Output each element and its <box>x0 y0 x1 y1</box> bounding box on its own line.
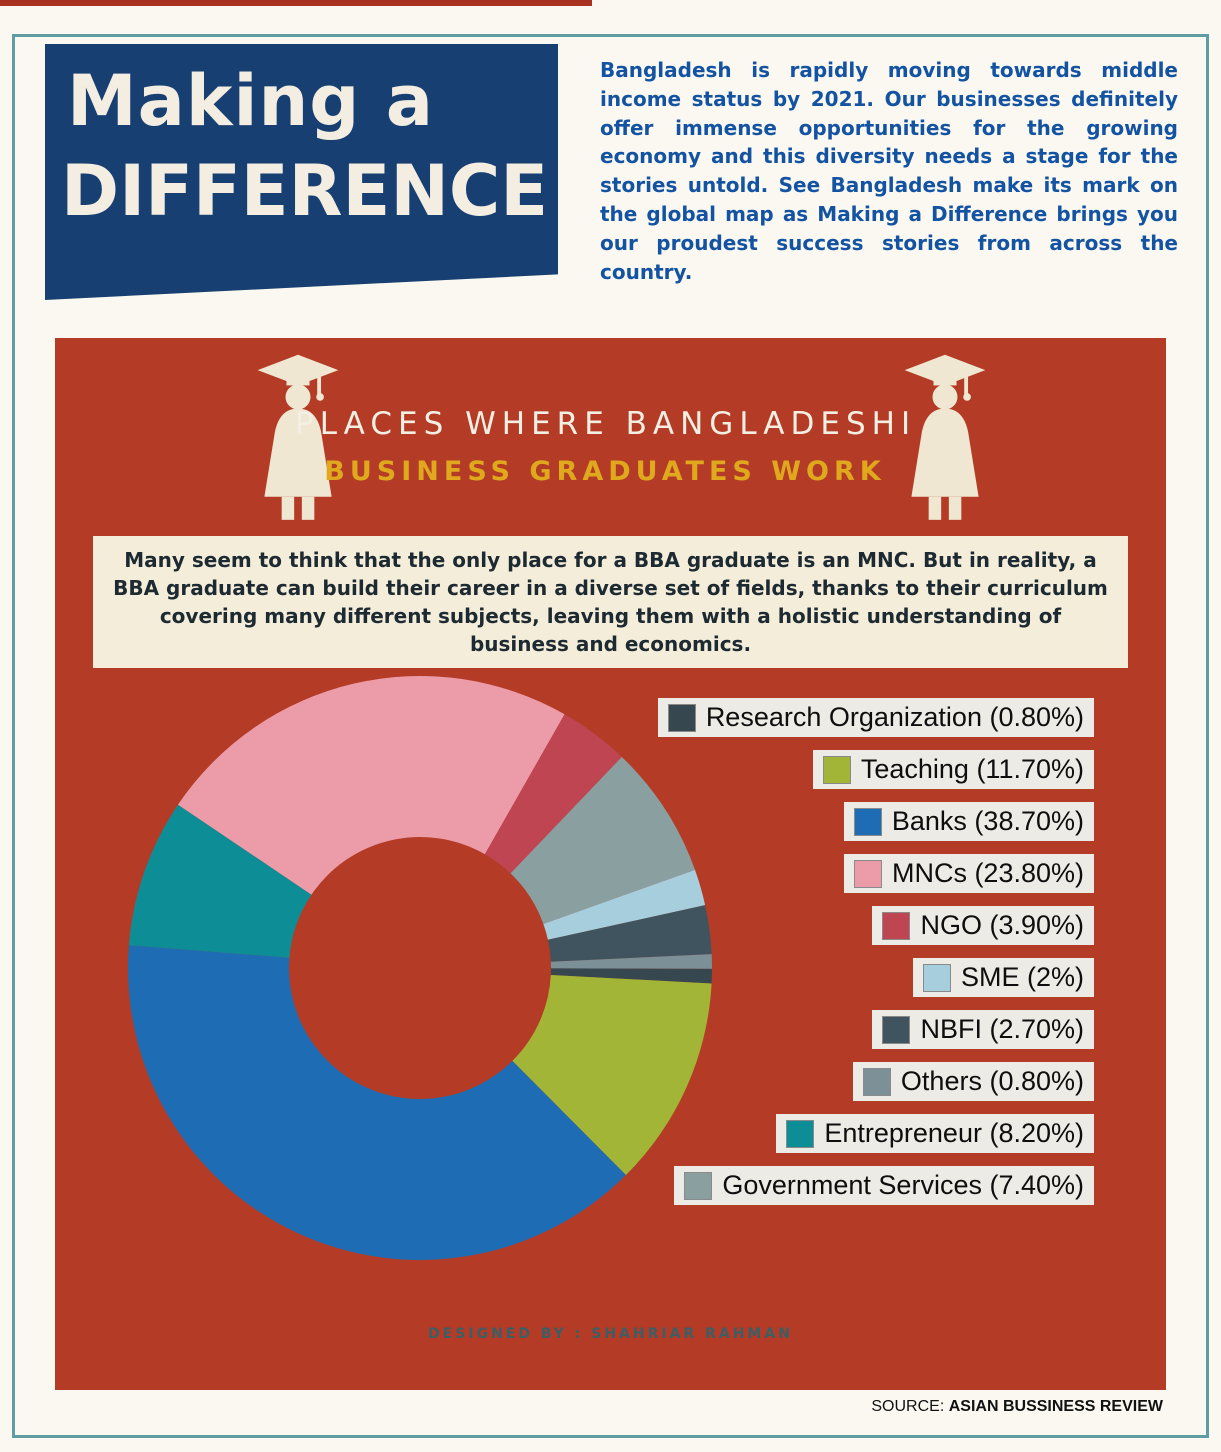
legend-swatch-ngo <box>882 911 911 940</box>
infographic-heading-line-2: BUSINESS GRADUATES WORK <box>324 456 886 487</box>
legend-label-research-organization: Research Organization (0.80%) <box>705 702 1084 732</box>
donut-slice-entrepreneur <box>128 804 312 958</box>
legend-swatch-mncs <box>853 859 882 888</box>
legend-label-mncs: MNCs (23.80%) <box>891 858 1084 888</box>
donut-slice-mncs <box>177 675 565 895</box>
legend-swatch-others <box>862 1067 891 1096</box>
legend-swatch-sme <box>922 963 951 992</box>
legend-item-banks: Banks (38.70%) <box>843 802 1094 841</box>
graduate-icon <box>257 354 339 520</box>
legend-label-entrepreneur: Entrepreneur (8.20%) <box>824 1118 1084 1148</box>
legend-label-teaching: Teaching (11.70%) <box>860 754 1084 784</box>
donut-slice-sme <box>543 869 706 940</box>
legend-swatch-government-services <box>684 1171 713 1200</box>
legend-label-others: Others (0.80%) <box>900 1066 1084 1096</box>
legend-item-entrepreneur: Entrepreneur (8.20%) <box>776 1114 1094 1153</box>
legend-label-government-services: Government Services (7.40%) <box>722 1170 1084 1200</box>
title-banner: Making a DIFFERENCE <box>45 44 558 300</box>
graduate-icon-left <box>250 352 346 536</box>
legend-item-sme: SME (2%) <box>912 958 1094 997</box>
legend-item-mncs: MNCs (23.80%) <box>843 854 1094 893</box>
donut-svg <box>127 675 713 1261</box>
donut-slice-banks <box>127 945 626 1261</box>
legend-swatch-nbfi <box>882 1015 911 1044</box>
legend-item-ngo: NGO (3.90%) <box>872 906 1094 945</box>
intro-paragraph: Bangladesh is rapidly moving towards mid… <box>600 58 1178 284</box>
legend-swatch-entrepreneur <box>786 1119 815 1148</box>
source-label: SOURCE: <box>871 1398 945 1415</box>
graduate-icon <box>904 354 986 520</box>
legend-label-ngo: NGO (3.90%) <box>920 910 1084 940</box>
description-banner: Many seem to think that the only place f… <box>93 536 1128 668</box>
legend-item-nbfi: NBFI (2.70%) <box>872 1010 1094 1049</box>
legend-label-banks: Banks (38.70%) <box>891 806 1084 836</box>
legend-swatch-banks <box>853 807 882 836</box>
infographic-heading-line-1: PLACES WHERE BANGLADESHI <box>295 406 917 442</box>
designed-by-credit: DESIGNED BY : SHAHRIAR RAHMAN <box>428 1326 793 1342</box>
page-title-line-2: DIFFERENCE <box>61 150 549 232</box>
donut-slice-ngo <box>484 714 622 874</box>
donut-slice-teaching <box>512 974 712 1176</box>
donut-slice-research-organization <box>550 968 712 984</box>
legend-item-teaching: Teaching (11.70%) <box>812 750 1094 789</box>
legend-item-research-organization: Research Organization (0.80%) <box>657 698 1094 737</box>
donut-chart <box>120 668 720 1268</box>
legend-item-government-services: Government Services (7.40%) <box>674 1166 1094 1205</box>
legend-label-sme: SME (2%) <box>960 962 1084 992</box>
legend-label-nbfi: NBFI (2.70%) <box>920 1014 1084 1044</box>
page-title-line-1: Making a <box>67 60 434 142</box>
graduate-icon-right <box>897 352 993 536</box>
legend-swatch-research-organization <box>667 703 696 732</box>
donut-slice-nbfi <box>547 905 712 962</box>
source-credit: SOURCE: ASIAN BUSSINESS REVIEW <box>871 1398 1163 1416</box>
chart-legend: Research Organization (0.80%) Teaching (1… <box>657 698 1094 1205</box>
donut-slice-others <box>550 954 713 969</box>
top-accent-bar <box>0 0 592 6</box>
infographic-panel: PLACES WHERE BANGLADESHI BUSINESS GRADUA… <box>55 338 1166 1390</box>
legend-item-others: Others (0.80%) <box>852 1062 1094 1101</box>
legend-swatch-teaching <box>822 755 851 784</box>
source-name: ASIAN BUSSINESS REVIEW <box>948 1398 1163 1415</box>
donut-slice-government-services <box>510 756 696 924</box>
